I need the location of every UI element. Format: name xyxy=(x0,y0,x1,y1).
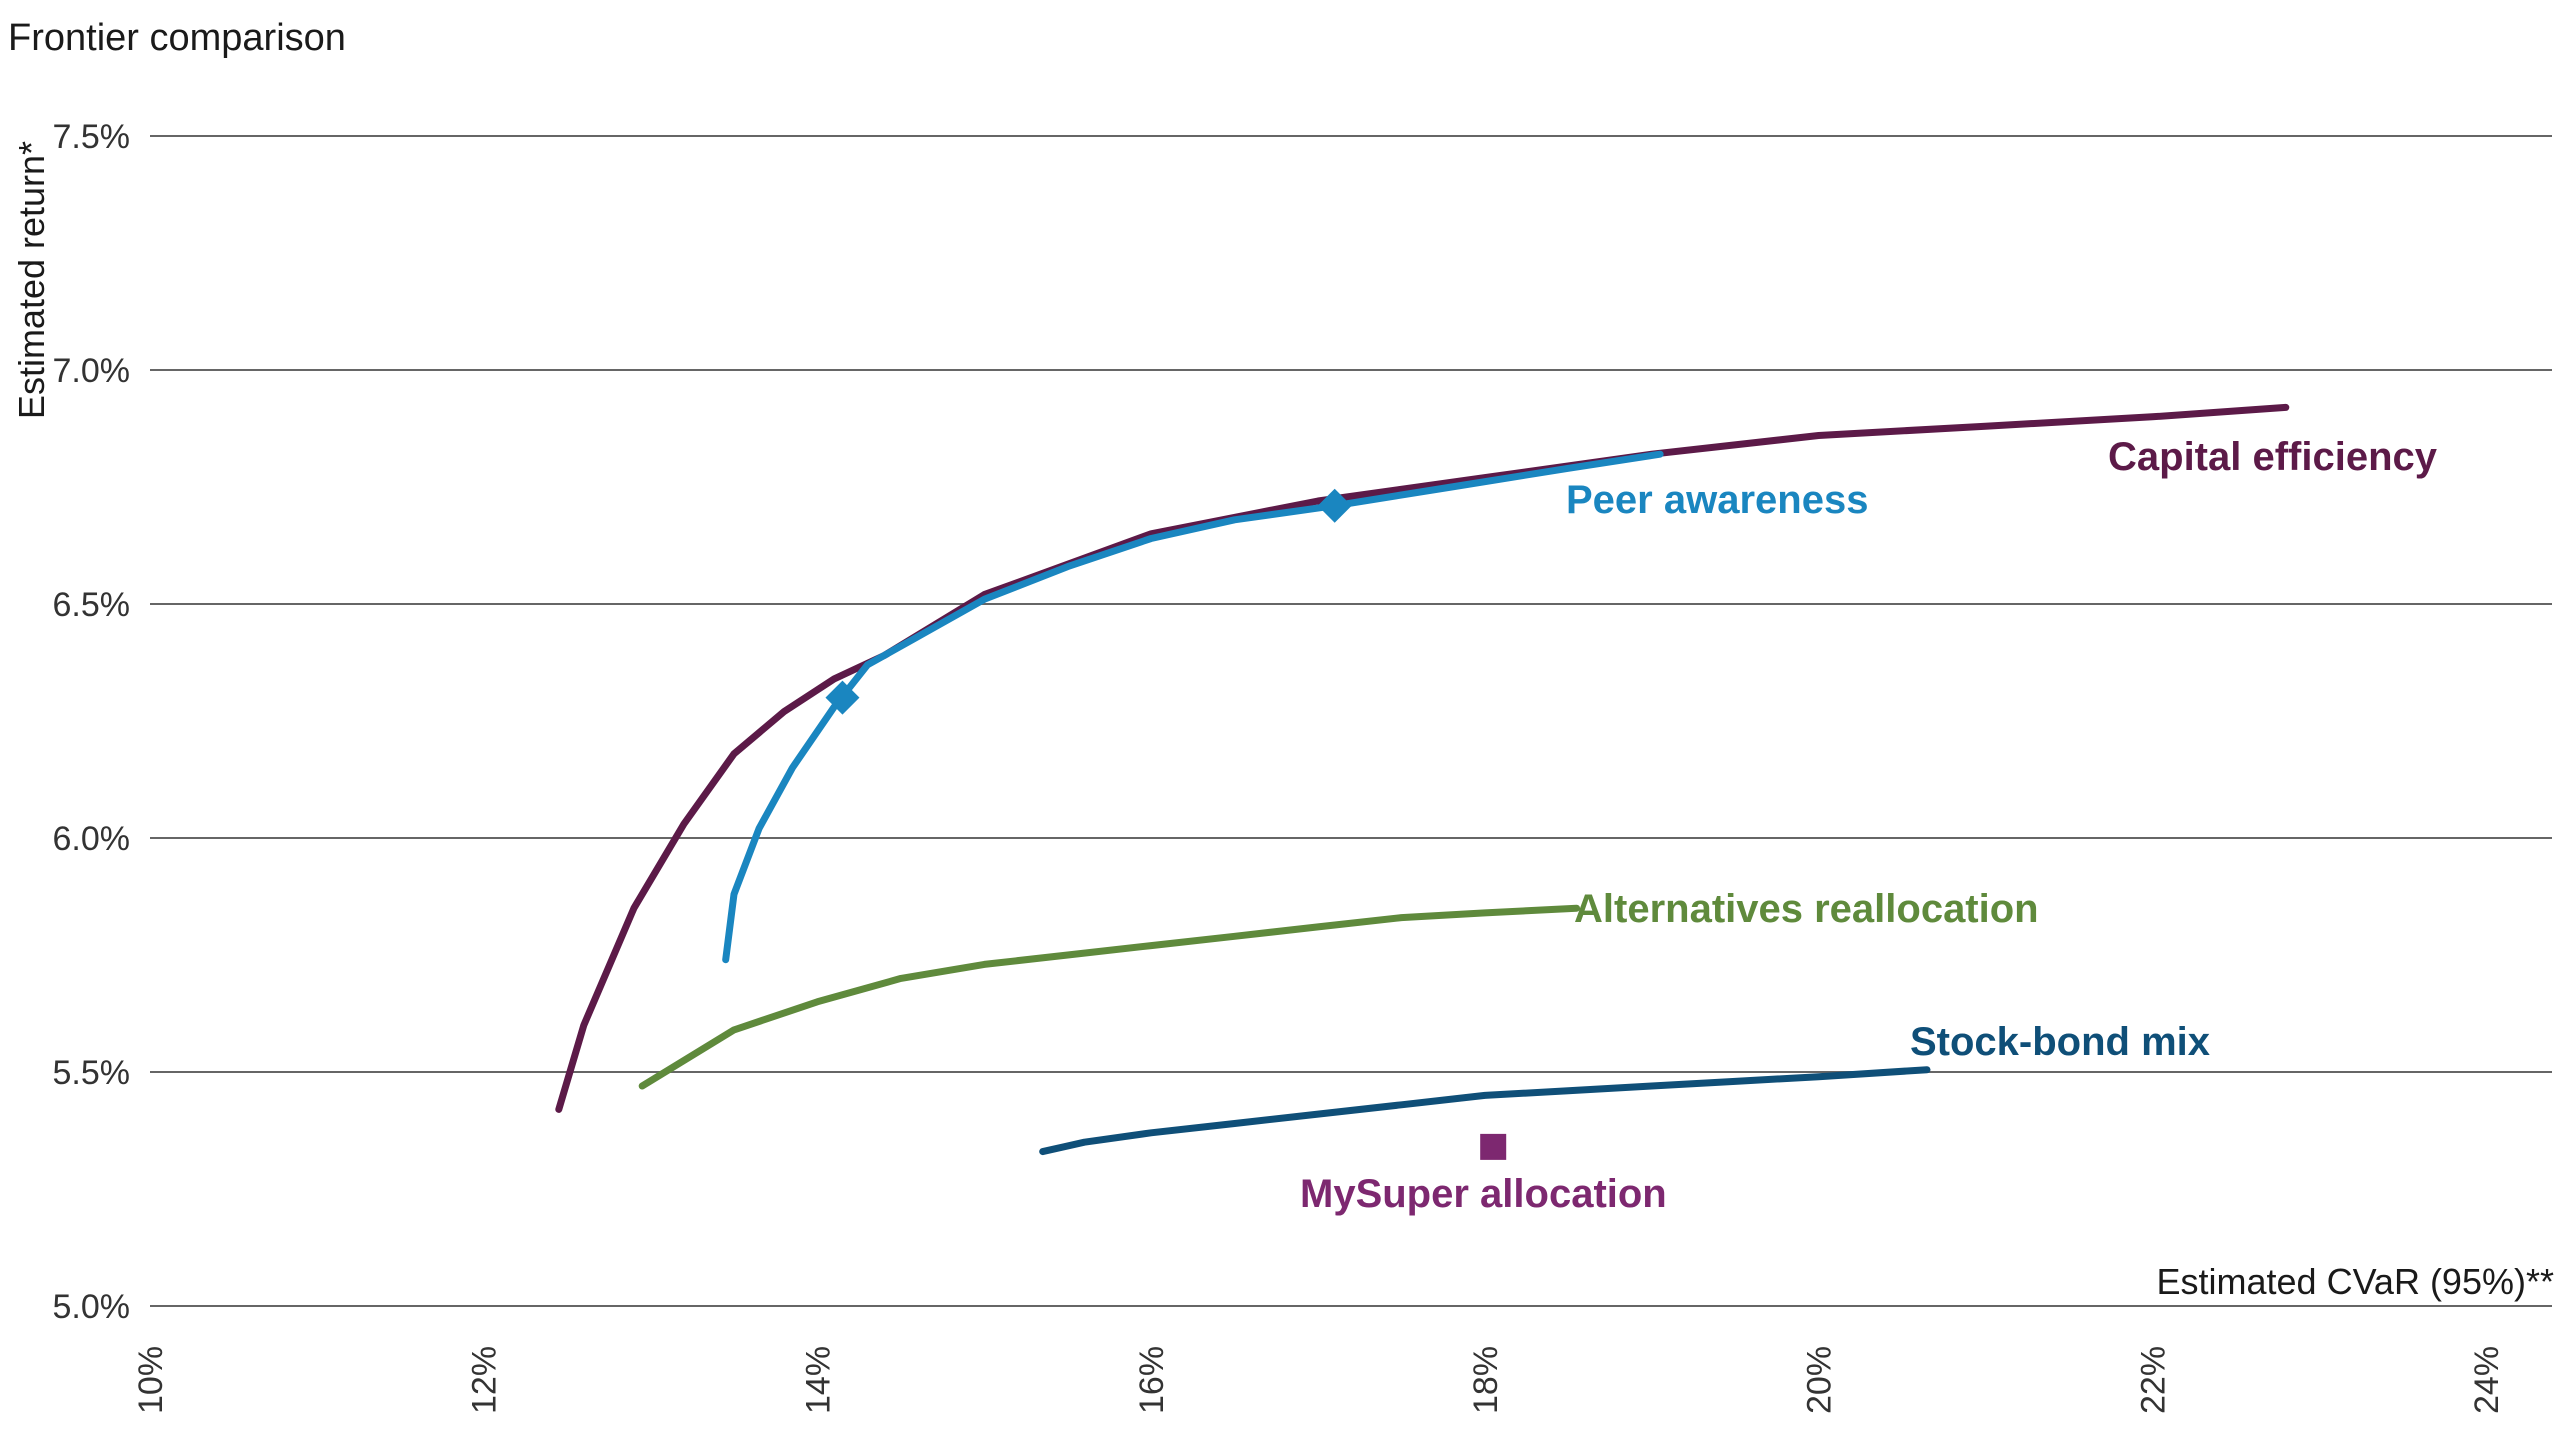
label-peer-awareness: Peer awareness xyxy=(1566,478,1868,522)
y-tick-label: 7.5% xyxy=(53,118,131,156)
gridlines xyxy=(150,135,2552,1307)
y-tick-label: 5.0% xyxy=(53,1288,131,1326)
series-line-capital_efficiency xyxy=(555,403,2290,1113)
x-axis-label: Estimated CVaR (95%)** xyxy=(2157,1261,2554,1302)
x-tick-label: 20% xyxy=(1801,1346,1839,1414)
diamond-marker xyxy=(825,680,860,715)
label-stock-bond-mix: Stock-bond mix xyxy=(1910,1020,2210,1064)
y-tick-label: 7.0% xyxy=(53,352,131,390)
y-tick-label: 6.0% xyxy=(53,820,131,858)
label-alternatives-reallocation: Alternatives reallocation xyxy=(1574,887,2039,931)
diamond-marker xyxy=(1317,488,1352,523)
x-tick-label: 24% xyxy=(2468,1346,2506,1414)
label-capital-efficiency: Capital efficiency xyxy=(2108,435,2438,479)
y-tick-labels: 5.0% 5.5% 6.0% 6.5% 7.0% 7.5% xyxy=(53,118,131,1326)
y-axis-label: Estimated return* xyxy=(11,141,52,419)
x-tick-label: 22% xyxy=(2134,1346,2172,1414)
mysuper-marker xyxy=(1480,1133,1507,1160)
series-line-alternatives xyxy=(638,904,1581,1090)
y-tick-label: 6.5% xyxy=(53,586,131,624)
chart-title: Frontier comparison xyxy=(8,17,346,59)
label-mysuper-allocation: MySuper allocation xyxy=(1300,1172,1667,1216)
x-tick-label: 18% xyxy=(1467,1346,1505,1414)
x-tick-label: 16% xyxy=(1133,1346,1171,1414)
series-line-stock_bond xyxy=(1039,1066,1931,1156)
x-tick-label: 14% xyxy=(799,1346,837,1414)
x-tick-labels: 10% 12% 14% 16% 18% 20% 22% 24% xyxy=(132,1346,2506,1414)
x-tick-label: 10% xyxy=(132,1346,170,1414)
series-line-peer_awareness xyxy=(722,450,1664,964)
series-lines xyxy=(555,403,2290,1156)
x-tick-label: 12% xyxy=(466,1346,504,1414)
markers xyxy=(825,488,1507,1160)
y-tick-label: 5.5% xyxy=(53,1054,131,1092)
